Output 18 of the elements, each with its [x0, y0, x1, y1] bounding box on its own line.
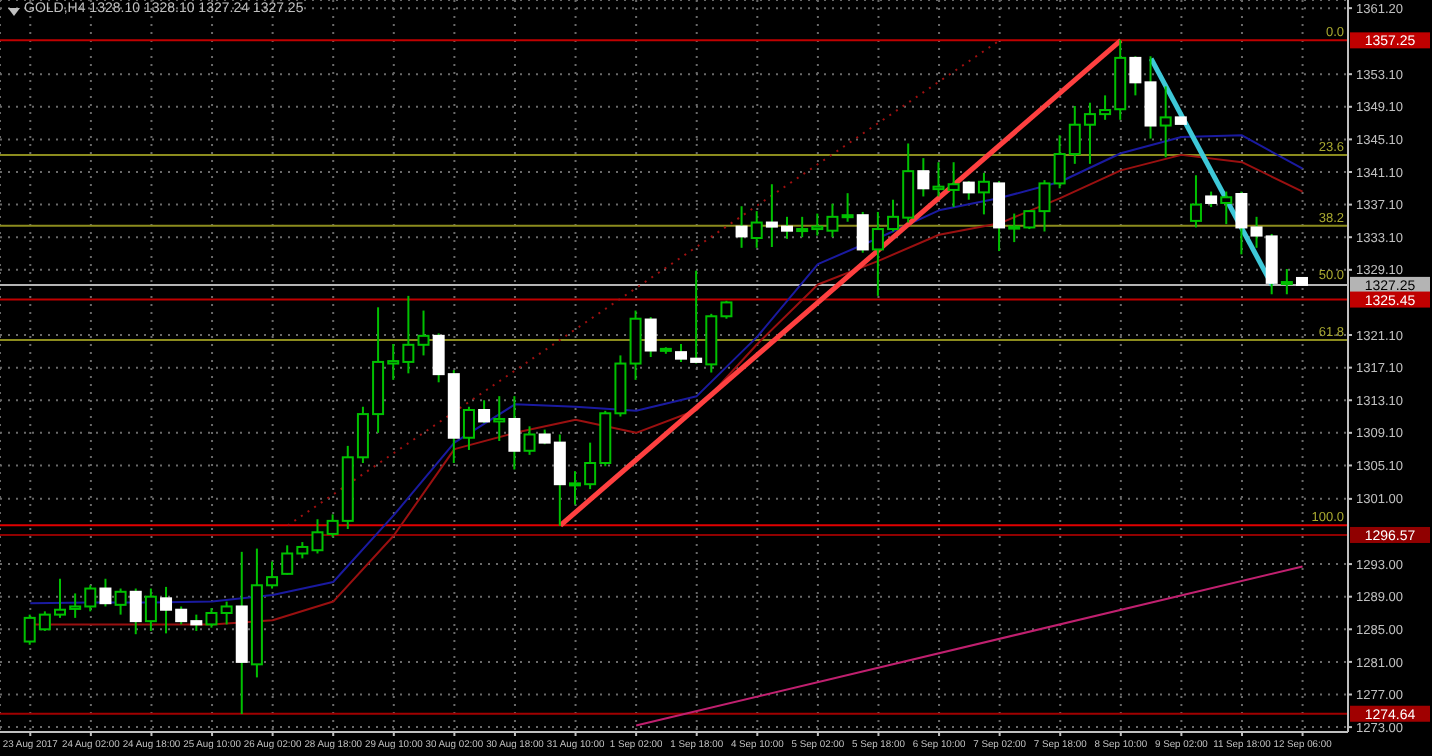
candlestick	[205, 607, 218, 629]
candlestick	[1280, 268, 1293, 296]
candlestick	[977, 171, 990, 216]
candlestick	[629, 309, 642, 381]
candlestick	[114, 587, 127, 616]
candlestick	[144, 587, 157, 632]
candlestick	[947, 161, 960, 209]
candlestick	[750, 210, 763, 249]
candlestick	[1220, 190, 1233, 226]
candlestick	[220, 600, 233, 626]
candlestick	[841, 192, 854, 223]
candlestick	[462, 405, 475, 451]
candlestick	[523, 425, 536, 456]
candlestick	[932, 161, 945, 198]
candlestick	[1189, 174, 1202, 229]
candlestick	[417, 309, 430, 357]
candlestick	[493, 395, 506, 442]
candlestick	[1159, 85, 1172, 159]
